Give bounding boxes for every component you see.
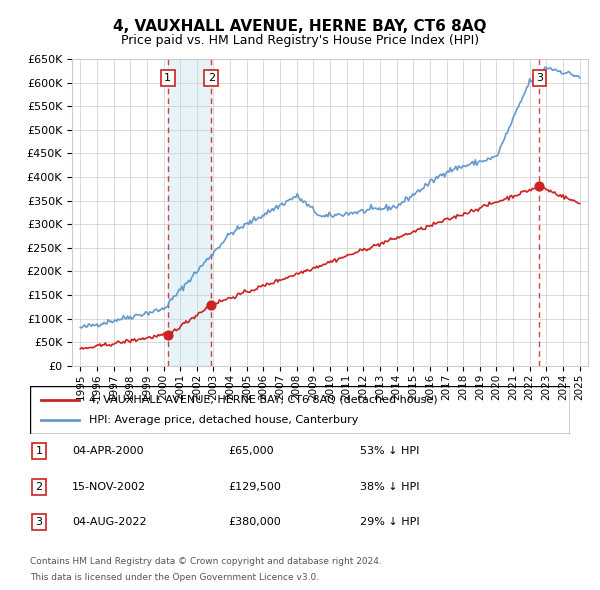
Text: Contains HM Land Registry data © Crown copyright and database right 2024.: Contains HM Land Registry data © Crown c…: [30, 557, 382, 566]
Text: 4, VAUXHALL AVENUE, HERNE BAY, CT6 8AQ (detached house): 4, VAUXHALL AVENUE, HERNE BAY, CT6 8AQ (…: [89, 395, 438, 405]
Text: 53% ↓ HPI: 53% ↓ HPI: [360, 447, 419, 456]
Point: [535, 182, 544, 191]
Text: 4, VAUXHALL AVENUE, HERNE BAY, CT6 8AQ: 4, VAUXHALL AVENUE, HERNE BAY, CT6 8AQ: [113, 19, 487, 34]
Text: This data is licensed under the Open Government Licence v3.0.: This data is licensed under the Open Gov…: [30, 572, 319, 582]
Text: 29% ↓ HPI: 29% ↓ HPI: [360, 517, 419, 527]
Text: 38% ↓ HPI: 38% ↓ HPI: [360, 482, 419, 491]
Text: 2: 2: [208, 73, 215, 83]
Text: 2: 2: [35, 482, 43, 491]
Bar: [168, 59, 211, 366]
Text: 04-AUG-2022: 04-AUG-2022: [72, 517, 146, 527]
Text: £380,000: £380,000: [228, 517, 281, 527]
Text: Price paid vs. HM Land Registry's House Price Index (HPI): Price paid vs. HM Land Registry's House …: [121, 34, 479, 47]
Text: 04-APR-2000: 04-APR-2000: [72, 447, 143, 456]
Text: 3: 3: [35, 517, 43, 527]
Text: 15-NOV-2002: 15-NOV-2002: [72, 482, 146, 491]
Text: £129,500: £129,500: [228, 482, 281, 491]
Point: [206, 300, 216, 309]
Text: £65,000: £65,000: [228, 447, 274, 456]
Text: HPI: Average price, detached house, Canterbury: HPI: Average price, detached house, Cant…: [89, 415, 359, 425]
Text: 1: 1: [35, 447, 43, 456]
Text: 1: 1: [164, 73, 171, 83]
Text: 3: 3: [536, 73, 543, 83]
Point: [163, 330, 173, 340]
